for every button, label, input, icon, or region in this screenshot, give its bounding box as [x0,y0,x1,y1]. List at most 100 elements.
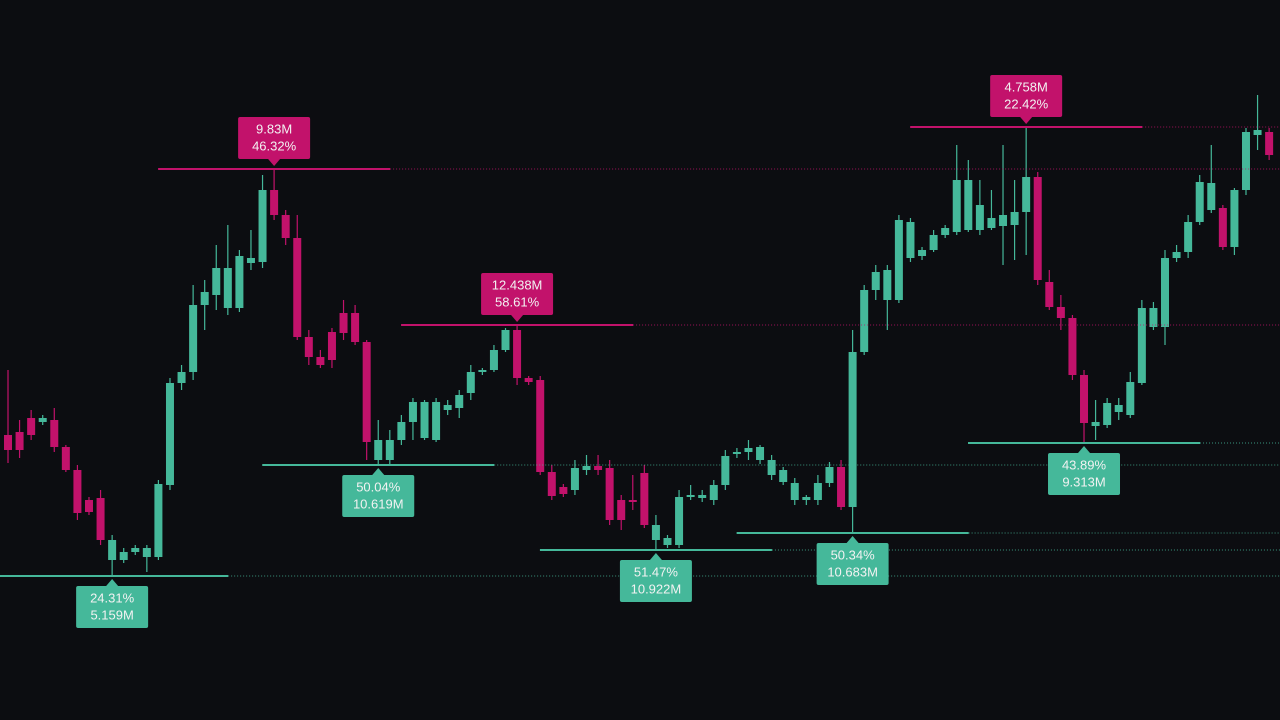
candle-body [1253,130,1262,135]
candle-body [489,350,498,370]
candle-body [756,447,765,460]
pivot-label-text: 10.619M [353,496,404,511]
pivot-label-pointer [649,553,662,560]
candle-body [894,220,903,300]
candle-body [1184,222,1193,252]
candle-body [640,473,649,525]
candle-body [675,497,684,545]
pivot-label-box [481,273,554,315]
candle-body [929,235,938,250]
candle-body [4,435,12,450]
candle-body [1241,132,1250,190]
candle-body [50,420,59,447]
candle-body [246,258,255,263]
candle-body [813,483,822,500]
candle-body [131,548,140,552]
pivot-label-box [1048,453,1121,495]
pivot-label-text: 9.313M [1062,474,1105,489]
candle-body [1114,405,1123,412]
pivot-label-text: 9.83M [256,121,292,136]
pivot-label-box [619,560,692,602]
candle-body [617,500,626,520]
candle-body [547,472,556,496]
pivot-label-box [816,543,889,585]
candle-body [825,467,834,483]
candle-body [582,466,591,470]
candle-body [975,205,984,230]
pivot-label-text: 58.61% [495,294,540,309]
pivot-label-box [990,75,1063,117]
candle-body [1056,307,1065,318]
candle-body [270,190,279,215]
candle-body [408,402,417,422]
candle-body [223,268,232,308]
candle-body [38,418,47,422]
candle-body [1010,212,1019,225]
candle-body [964,180,973,230]
candle-body [559,487,568,494]
candle-body [397,422,406,440]
candle-body [189,305,198,372]
candle-body [605,468,614,520]
candle-body [154,484,163,557]
candle-body [466,372,475,393]
pivot-label-pointer [372,468,385,475]
candle-body [374,440,383,460]
candle-body [628,500,637,502]
candle-body [871,272,880,290]
candle-body [327,332,336,360]
candle-body [686,495,695,497]
candle-body [84,500,93,512]
candle-body [1265,132,1274,155]
pivot-label-pointer [1020,117,1033,124]
candle-body [1091,422,1100,426]
candle-body [432,402,441,440]
candle-body [316,357,325,365]
pivot-label-text: 22.42% [1004,96,1049,111]
candle-body [1195,182,1204,222]
candle-body [1218,208,1227,247]
candle-body [767,460,776,475]
candle-body [73,470,82,513]
candle-body [478,370,487,372]
candle-body [1172,252,1181,258]
candle-body [987,218,996,228]
candle-body [455,395,464,408]
candle-body [142,548,151,557]
candle-body [941,228,950,235]
pivot-label-pointer [846,536,859,543]
candle-body [339,313,348,333]
candle-body [1230,190,1239,247]
candle-body [304,337,313,357]
candle-body [212,268,221,295]
candle-body [1207,183,1216,210]
pivot-label-box [342,475,415,517]
pivot-label-text: 24.31% [90,590,135,605]
candle-body [61,447,70,470]
candle-body [351,313,360,342]
candle-body [200,292,209,305]
candle-body [536,380,545,472]
pivot-label-text: 12.438M [492,277,543,292]
candle-body [501,330,510,350]
candle-body [651,525,660,540]
candle-body [732,452,741,454]
pivot-label-text: 10.683M [827,564,878,579]
candle-body [698,495,707,498]
candle-body [281,215,290,238]
candle-body [883,270,892,300]
candle-body [108,540,117,560]
candle-body [165,383,174,485]
candle-body [420,402,429,438]
pivot-label-text: 50.34% [831,547,876,562]
candle-body [790,483,799,500]
candle-body [1068,318,1077,375]
pivot-label-box [76,586,149,628]
candle-body [1080,375,1089,423]
pivot-label-text: 43.89% [1062,457,1107,472]
pivot-label-text: 50.04% [356,479,401,494]
pivot-label-text: 10.922M [631,581,682,596]
candle-body [952,180,961,232]
